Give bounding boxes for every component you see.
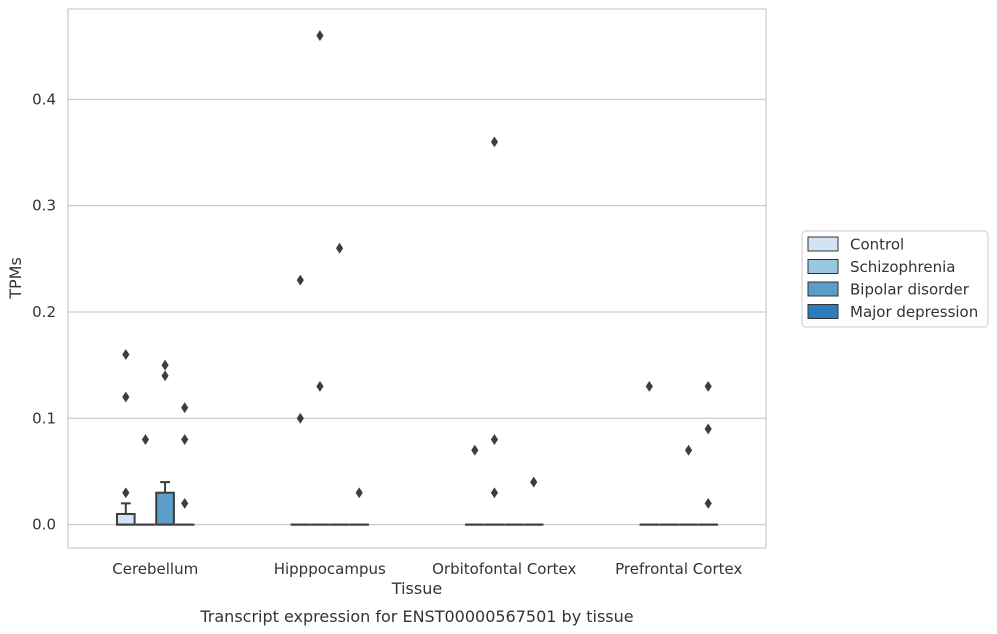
y-tick-label: 0.1 xyxy=(32,409,56,427)
box-schizophrenia xyxy=(310,30,330,526)
plot-background xyxy=(68,9,766,548)
box-control xyxy=(639,381,660,526)
outlier-point xyxy=(490,136,499,148)
legend-swatch xyxy=(807,259,839,274)
y-axis-title: TPMs xyxy=(6,257,25,300)
outlier-point xyxy=(181,402,189,414)
outlier-point xyxy=(684,444,693,456)
outlier-point xyxy=(704,381,712,392)
box-major-depression xyxy=(349,487,370,526)
box-control xyxy=(464,444,485,526)
outlier-point xyxy=(471,444,479,456)
outlier-point xyxy=(161,370,169,382)
legend-label: Control xyxy=(850,236,904,254)
legend-label: Major depression xyxy=(850,303,978,321)
outlier-point xyxy=(161,359,169,371)
outlier-point xyxy=(296,412,304,424)
x-tick-labels: Cerebellum Hipppocampus Orbitofontal Corte… xyxy=(112,560,742,578)
legend-frame xyxy=(801,230,989,328)
outlier-point xyxy=(122,487,130,499)
outlier-point xyxy=(122,391,130,403)
outlier-point xyxy=(141,434,150,445)
box-bipolar-disorder xyxy=(155,359,175,526)
y-tick-label: 0.0 xyxy=(32,516,56,534)
chart-caption: Transcript expression for ENST0000056750… xyxy=(199,607,633,626)
plot-frame xyxy=(67,8,767,549)
x-axis-title: Tissue xyxy=(391,579,442,598)
box-major-depression xyxy=(523,476,544,526)
legend-swatch xyxy=(807,236,839,252)
outlier-point xyxy=(181,497,189,509)
y-tick-label: 0.3 xyxy=(32,197,56,215)
box-bipolar-disorder xyxy=(329,242,350,526)
outlier-point xyxy=(316,30,324,41)
outlier-point xyxy=(335,242,344,254)
y-tick-label: 0.2 xyxy=(32,303,56,321)
outlier-point xyxy=(181,434,189,445)
x-tick-label: Orbitofontal Cortex xyxy=(432,560,576,578)
box-bipolar-disorder xyxy=(678,444,699,526)
box-major-depression xyxy=(698,381,719,526)
outlier-point xyxy=(704,497,712,509)
outlier-point xyxy=(355,487,363,499)
outlier-point xyxy=(296,274,304,286)
box-control xyxy=(115,349,136,526)
legend-label: Schizophrenia xyxy=(850,258,955,276)
legend: Control Schizophrenia Bipolar disorder Majo… xyxy=(801,230,989,328)
box-body xyxy=(115,512,136,526)
legend-swatch xyxy=(807,304,839,319)
x-tick-label: Prefrontal Cortex xyxy=(615,560,742,578)
box-body xyxy=(155,491,175,526)
outlier-point xyxy=(490,434,499,445)
box-layer xyxy=(115,30,719,526)
x-tick-label: Cerebellum xyxy=(112,560,198,578)
legend-label: Bipolar disorder xyxy=(850,281,970,299)
box-schizophrenia xyxy=(484,136,505,526)
outlier-point xyxy=(645,381,653,392)
box-major-depression xyxy=(174,402,195,526)
outlier-point xyxy=(316,381,324,392)
legend-swatch xyxy=(807,281,839,297)
outlier-point xyxy=(490,487,499,499)
outlier-point xyxy=(122,349,130,360)
y-tick-label: 0.4 xyxy=(32,90,56,108)
outlier-point xyxy=(704,423,712,435)
box-schizophrenia xyxy=(135,434,156,526)
legend-items: Control Schizophrenia Bipolar disorder Majo… xyxy=(807,236,978,321)
x-tick-label: Hipppocampus xyxy=(274,560,386,578)
box-control xyxy=(290,274,311,526)
outlier-point xyxy=(530,476,538,488)
y-tick-labels: 0.0 0.1 0.2 0.3 0.4 xyxy=(32,90,56,533)
